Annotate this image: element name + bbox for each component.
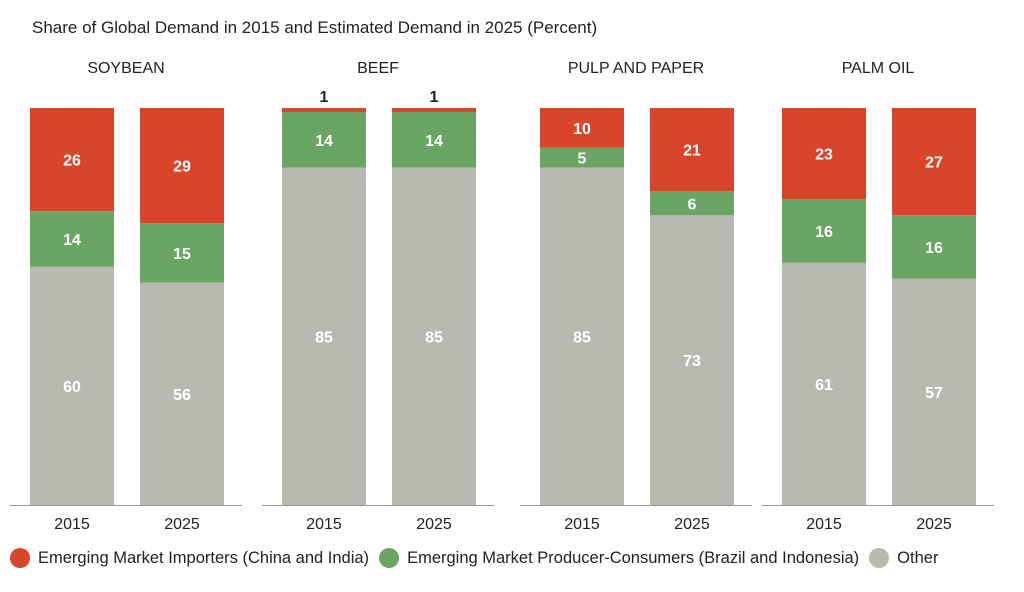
bar-segment-palm-oil-2025-importers <box>892 108 976 216</box>
legend-swatch-other <box>869 548 890 568</box>
data-label-beef-2025-producers: 14 <box>425 133 443 150</box>
x-tick-label-soybean-2015: 2015 <box>54 516 90 533</box>
legend-swatch-producers <box>379 548 400 568</box>
bar-segment-soybean-2025-other <box>140 282 224 505</box>
legend-label-importers: Emerging Market Importers (China and Ind… <box>38 548 370 567</box>
data-label-soybean-2025-producers: 15 <box>173 246 191 263</box>
bar-segment-palm-oil-2025-other <box>892 278 976 505</box>
x-tick-label-palm-oil-2025: 2025 <box>916 516 952 533</box>
legend-item-other: Other <box>869 548 938 568</box>
data-label-beef-2015-producers: 14 <box>315 133 333 150</box>
data-label-beef-2025-other: 85 <box>425 329 443 346</box>
x-tick-label-palm-oil-2015: 2015 <box>806 516 842 533</box>
bar-segment-beef-2015-producers <box>282 111 366 168</box>
bar-segment-soybean-2015-producers <box>30 211 114 267</box>
data-label-palm-oil-2015-importers: 23 <box>815 147 833 164</box>
bar-segment-pulp-and-paper-2025-importers <box>650 108 734 192</box>
bar-segment-beef-2025-producers <box>392 111 476 168</box>
bar-segment-pulp-and-paper-2025-other <box>650 215 734 505</box>
bar-segment-pulp-and-paper-2015-producers <box>540 147 624 168</box>
x-tick-label-soybean-2025: 2025 <box>164 516 200 533</box>
bar-segment-beef-2025-importers <box>392 108 476 112</box>
legend-label-producers: Emerging Market Producer-Consumers (Braz… <box>407 548 860 567</box>
data-label-pulp-and-paper-2015-producers: 5 <box>578 151 587 168</box>
panel-title-beef: BEEF <box>357 60 399 77</box>
data-label-pulp-and-paper-2025-other: 73 <box>683 353 701 370</box>
data-label-palm-oil-2025-other: 57 <box>925 385 943 402</box>
x-tick-label-pulp-and-paper-2015: 2015 <box>564 516 600 533</box>
legend-item-importers: Emerging Market Importers (China and Ind… <box>10 548 369 568</box>
data-label-soybean-2015-other: 60 <box>63 379 81 396</box>
bar-segment-beef-2025-other <box>392 167 476 506</box>
data-label-beef-2025-importers: 1 <box>430 89 439 106</box>
data-label-palm-oil-2015-producers: 16 <box>815 224 833 241</box>
panel-title-pulp-and-paper: PULP AND PAPER <box>568 60 704 77</box>
data-label-beef-2015-importers: 1 <box>320 89 329 106</box>
data-label-palm-oil-2025-producers: 16 <box>925 240 943 257</box>
bar-segment-soybean-2015-other <box>30 266 114 505</box>
data-label-soybean-2015-importers: 26 <box>63 153 81 170</box>
data-label-pulp-and-paper-2025-importers: 21 <box>683 143 701 160</box>
bar-segment-pulp-and-paper-2015-other <box>540 167 624 506</box>
data-label-palm-oil-2015-other: 61 <box>815 377 833 394</box>
chart-title: Share of Global Demand in 2015 and Estim… <box>32 18 598 37</box>
x-tick-label-beef-2015: 2015 <box>306 516 342 533</box>
bar-segment-soybean-2025-importers <box>140 108 224 224</box>
legend-item-producers: Emerging Market Producer-Consumers (Braz… <box>379 548 859 568</box>
bar-segment-palm-oil-2025-producers <box>892 215 976 279</box>
data-label-soybean-2015-producers: 14 <box>63 232 81 249</box>
bar-segment-beef-2015-importers <box>282 108 366 112</box>
bar-segment-soybean-2025-producers <box>140 223 224 283</box>
legend: Emerging Market Importers (China and Ind… <box>10 548 948 568</box>
data-label-palm-oil-2025-importers: 27 <box>925 155 943 172</box>
bar-segment-soybean-2015-importers <box>30 108 114 212</box>
bar-segment-palm-oil-2015-producers <box>782 199 866 263</box>
bar-segment-palm-oil-2015-other <box>782 262 866 505</box>
data-label-soybean-2025-importers: 29 <box>173 159 191 176</box>
legend-swatch-importers <box>10 548 30 568</box>
data-label-pulp-and-paper-2015-importers: 10 <box>573 121 591 138</box>
x-tick-label-beef-2025: 2025 <box>416 516 452 533</box>
bar-segment-beef-2015-other <box>282 167 366 506</box>
bar-segment-pulp-and-paper-2015-importers <box>540 108 624 148</box>
panel-title-soybean: SOYBEAN <box>87 60 164 77</box>
bar-segment-pulp-and-paper-2025-producers <box>650 191 734 216</box>
legend-label-other: Other <box>897 548 939 567</box>
data-label-beef-2015-other: 85 <box>315 329 333 346</box>
panel-title-palm-oil: PALM OIL <box>842 60 915 77</box>
data-label-soybean-2025-other: 56 <box>173 387 191 404</box>
data-label-pulp-and-paper-2015-other: 85 <box>573 329 591 346</box>
bar-segment-palm-oil-2015-importers <box>782 108 866 200</box>
data-label-pulp-and-paper-2025-producers: 6 <box>688 196 697 213</box>
x-tick-label-pulp-and-paper-2025: 2025 <box>674 516 710 533</box>
